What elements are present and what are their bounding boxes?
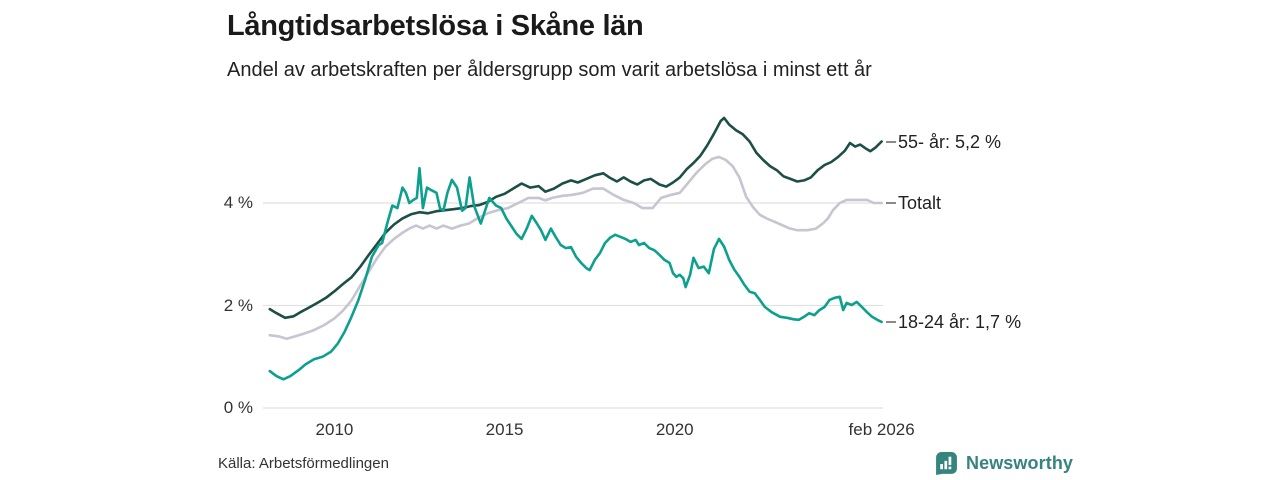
newsworthy-logo-icon — [936, 452, 957, 475]
series-line-Totalt — [268, 155, 883, 341]
y-axis-tick-4: 4 % — [223, 193, 253, 212]
label-connector-line — [886, 140, 896, 143]
series-label-text: Totalt — [898, 193, 942, 213]
label-connector-line — [886, 202, 896, 205]
series-label-text: 18-24 år: 1,7 % — [898, 311, 1022, 332]
chart-title: Långtidsarbetslösa i Skåne län — [227, 10, 644, 42]
series-line-18-24-år — [268, 166, 883, 381]
x-axis-tick-2010: 2010 — [315, 420, 354, 439]
x-axis-tick-2015: 2015 — [485, 420, 524, 439]
x-axis-tick-feb-2026: feb 2026 — [848, 420, 915, 439]
source-note: Källa: Arbetsförmedlingen — [218, 455, 389, 472]
chart-subtitle: Andel av arbetskraften per åldersgrupp s… — [227, 59, 872, 81]
series-label-18-24-år: 18-24 år: 1,7 % — [886, 310, 1021, 334]
y-axis-tick-2: 2 % — [223, 295, 253, 315]
brand-name: Newsworthy — [966, 453, 1074, 473]
plot-area — [263, 116, 883, 409]
newsworthy-brand: Newsworthy — [934, 451, 1073, 476]
series-label-text: 55- år: 5,2 % — [898, 131, 1002, 152]
series-label-55--år: 55- år: 5,2 % — [886, 130, 1001, 154]
x-axis-tick-2020: 2020 — [655, 420, 694, 439]
y-axis-tick-0: 0 % — [223, 398, 253, 417]
label-connector-line — [886, 321, 896, 324]
series-label-Totalt: Totalt — [886, 191, 941, 215]
